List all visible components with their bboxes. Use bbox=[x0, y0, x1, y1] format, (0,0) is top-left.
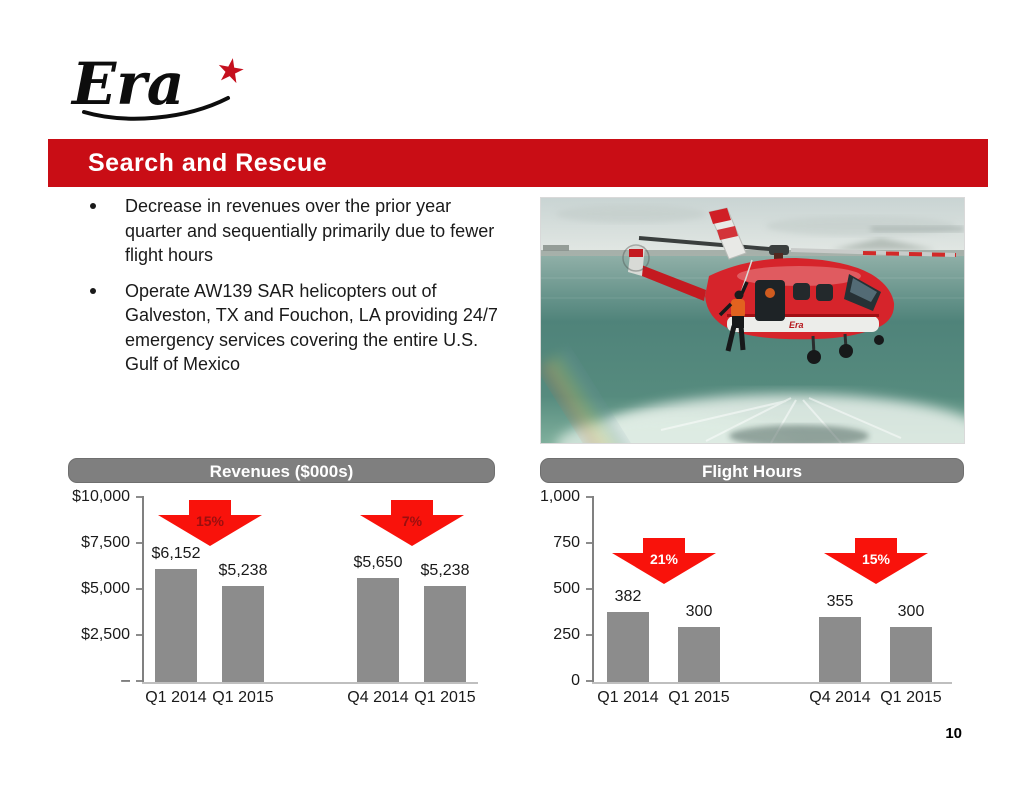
y-tick-mark bbox=[586, 542, 592, 544]
bar bbox=[155, 569, 197, 682]
bullet-item: Operate AW139 SAR helicopters out of Gal… bbox=[87, 279, 509, 377]
slide-title: Search and Rescue bbox=[88, 149, 328, 177]
bar-value-label: $6,152 bbox=[151, 545, 201, 562]
y-tick-mark bbox=[586, 496, 592, 498]
y-tick-label: – bbox=[121, 672, 130, 689]
decrease-arrow-icon: 15% bbox=[823, 538, 928, 584]
rainbow bbox=[541, 348, 637, 443]
shoreline bbox=[541, 250, 964, 257]
era-logo-star-icon: ★ bbox=[213, 49, 249, 91]
era-logo-swoosh bbox=[82, 96, 230, 121]
bar bbox=[222, 586, 264, 682]
y-tick-label: 0 bbox=[571, 672, 580, 689]
category-label: Q1 2014 bbox=[145, 689, 207, 706]
revenues-chart-header: Revenues ($000s) bbox=[68, 458, 495, 483]
tail-boom bbox=[637, 264, 706, 301]
slide-title-banner: Search and Rescue bbox=[48, 139, 988, 187]
category-label: Q1 2015 bbox=[414, 689, 476, 706]
decrease-arrow-icon: 21% bbox=[611, 538, 716, 584]
rotor-blade-stripes bbox=[862, 251, 957, 257]
bar-value-label: 300 bbox=[685, 603, 713, 620]
bullet-dot-icon bbox=[90, 287, 96, 294]
cabin-window bbox=[816, 284, 833, 301]
bar bbox=[678, 627, 720, 682]
decrease-percent-label: 15% bbox=[195, 513, 224, 529]
decrease-percent-label: 21% bbox=[649, 551, 678, 567]
helicopter-shadow bbox=[729, 425, 869, 443]
bar bbox=[890, 627, 932, 682]
bar bbox=[424, 586, 466, 682]
era-logo-graphic: Era ★ bbox=[70, 49, 249, 121]
bar-value-label: $5,650 bbox=[353, 554, 403, 571]
category-label: Q4 2014 bbox=[809, 689, 871, 706]
flight-hours-chart-header: Flight Hours bbox=[540, 458, 964, 483]
aircraft-era-logo: Era bbox=[789, 320, 804, 330]
y-tick-label: $5,000 bbox=[81, 580, 130, 597]
decrease-arrow-icon: 15% bbox=[157, 500, 262, 546]
category-label: Q1 2014 bbox=[597, 689, 659, 706]
bar-value-label: $5,238 bbox=[420, 562, 470, 579]
era-logo-text: Era bbox=[70, 50, 184, 118]
category-label: Q4 2014 bbox=[347, 689, 409, 706]
cabin-door-opening bbox=[755, 280, 785, 321]
y-tick-label: 750 bbox=[553, 534, 580, 551]
page-number: 10 bbox=[945, 725, 962, 742]
category-label: Q1 2015 bbox=[880, 689, 942, 706]
decrease-arrow-icon: 7% bbox=[359, 500, 464, 546]
bar bbox=[819, 617, 861, 682]
y-tick-label: 1,000 bbox=[540, 488, 581, 505]
y-tick-mark bbox=[136, 588, 142, 590]
y-tick-mark bbox=[136, 680, 142, 682]
bullet-list: Decrease in revenues over the prior year… bbox=[87, 194, 509, 388]
category-label: Q1 2015 bbox=[212, 689, 274, 706]
y-tick-label: $10,000 bbox=[72, 488, 130, 505]
y-tick-label: 250 bbox=[553, 626, 580, 643]
y-tick-label: 500 bbox=[553, 580, 580, 597]
x-axis-line bbox=[142, 682, 478, 684]
bullet-text: Operate AW139 SAR helicopters out of Gal… bbox=[125, 280, 498, 375]
rotor-hub bbox=[769, 245, 789, 255]
wheel bbox=[839, 344, 853, 358]
y-tick-mark bbox=[586, 588, 592, 590]
cabin-window bbox=[793, 283, 810, 300]
bullet-item: Decrease in revenues over the prior year… bbox=[87, 194, 509, 268]
wheel bbox=[807, 350, 821, 364]
bar bbox=[607, 612, 649, 682]
y-tick-label: $2,500 bbox=[81, 626, 130, 643]
bar-value-label: 355 bbox=[826, 593, 854, 610]
y-axis-line bbox=[142, 496, 144, 684]
decrease-percent-label: 7% bbox=[401, 513, 422, 529]
y-axis-line bbox=[592, 496, 594, 684]
rescue-swimmer bbox=[718, 281, 749, 352]
y-tick-mark bbox=[136, 542, 142, 544]
decrease-percent-label: 15% bbox=[861, 551, 890, 567]
era-logo: Era ★ bbox=[70, 48, 270, 128]
y-tick-mark bbox=[586, 680, 592, 682]
revenues-chart: $10,000 $7,500 $5,000 $2,500 – $6,152 Q1 2014 $… bbox=[68, 488, 495, 723]
bar bbox=[357, 578, 399, 682]
bar-value-label: 382 bbox=[614, 588, 642, 605]
helicopter-photo: Era bbox=[540, 197, 965, 444]
flight-hours-chart: 1,000 750 500 250 0 382 Q1 2014 300 Q1 2015 355 Q4… bbox=[540, 488, 964, 723]
helicopter-photo-graphic: Era bbox=[541, 198, 964, 443]
bar-value-label: 300 bbox=[897, 603, 925, 620]
tail-rotor bbox=[622, 244, 650, 272]
y-tick-mark bbox=[136, 496, 142, 498]
helicopter: Era bbox=[622, 207, 964, 364]
bar-value-label: $5,238 bbox=[218, 562, 268, 579]
blurred-rotor-blade bbox=[871, 226, 964, 232]
category-label: Q1 2015 bbox=[668, 689, 730, 706]
bullet-dot-icon bbox=[90, 203, 96, 209]
y-tick-mark bbox=[136, 634, 142, 636]
nose-wheel bbox=[874, 335, 884, 345]
y-tick-mark bbox=[586, 634, 592, 636]
x-axis-line bbox=[592, 682, 952, 684]
main-rotor-blade-left bbox=[638, 236, 782, 252]
bullet-text: Decrease in revenues over the prior year… bbox=[125, 196, 495, 265]
y-tick-label: $7,500 bbox=[81, 534, 130, 551]
